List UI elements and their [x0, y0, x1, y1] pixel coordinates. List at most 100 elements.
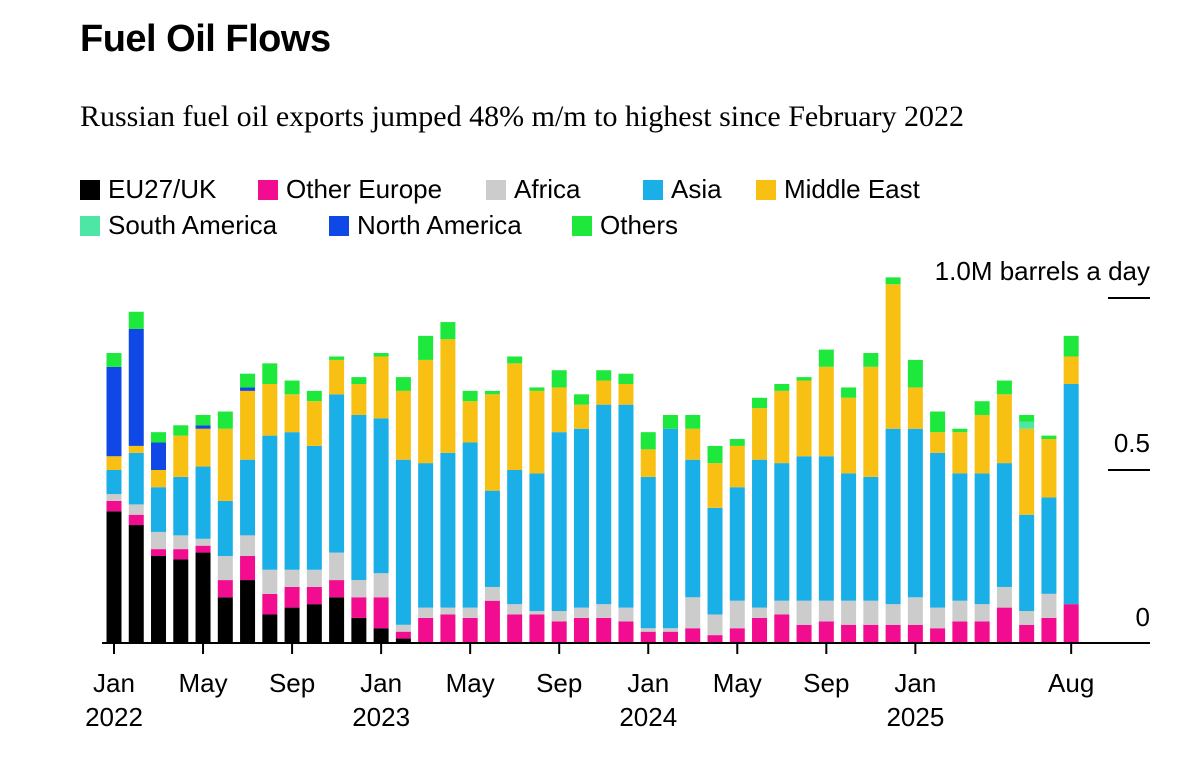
- bar-segment-africa: [373, 573, 389, 598]
- bar-segment-asia: [106, 470, 122, 495]
- bar-segment-middle-east: [596, 380, 612, 405]
- bar-segment-others: [573, 394, 589, 405]
- bar-segment-others: [596, 370, 612, 381]
- bar-segment-eu27-uk: [128, 525, 144, 642]
- bar-segment-middle-east: [373, 356, 389, 419]
- bar-segment-other-europe: [306, 586, 322, 605]
- bar-segment-other-europe: [729, 628, 745, 642]
- bars-group: [106, 277, 1079, 642]
- bar-segment-other-europe: [128, 514, 144, 526]
- bar-segment-middle-east: [284, 394, 300, 433]
- bar-segment-middle-east: [106, 456, 122, 470]
- legend-label: EU27/UK: [108, 174, 217, 204]
- bar-segment-other-europe: [351, 597, 367, 618]
- bar-segment-others: [262, 363, 278, 384]
- bar-segment-africa: [484, 586, 500, 601]
- x-axis: Jan 2022 May Sep Jan 2023 May Sep Jan 2024 May Sep J…: [85, 642, 1150, 732]
- legend-swatch: [572, 215, 592, 236]
- bar-segment-other-europe: [395, 631, 411, 639]
- legend-swatch: [80, 179, 100, 200]
- bar-segment-asia: [484, 490, 500, 587]
- bar-segment-asia: [240, 459, 256, 536]
- legend-item-eu27-uk: EU27/UK: [80, 174, 216, 205]
- bar-segment-other-europe: [507, 614, 523, 642]
- bar-segment-others: [996, 380, 1012, 395]
- legend-swatch: [329, 215, 349, 236]
- bar-segment-africa: [195, 538, 211, 546]
- bar-segment-others: [974, 401, 990, 415]
- bar-segment-middle-east: [151, 470, 167, 488]
- bar-segment-others: [195, 414, 211, 426]
- bar-segment-middle-east: [796, 380, 812, 457]
- bar-segment-others: [440, 322, 456, 340]
- legend-swatch: [258, 179, 278, 200]
- bar-segment-asia: [996, 463, 1012, 587]
- bar-segment-middle-east: [707, 463, 723, 508]
- x-tick-label: Jan: [627, 668, 669, 698]
- bar-segment-africa: [930, 607, 946, 629]
- bar-segment-asia: [529, 473, 545, 612]
- bar-segment-others: [863, 353, 879, 367]
- x-tick-label: Aug: [1048, 668, 1094, 698]
- bar-segment-others: [351, 377, 367, 384]
- bar-segment-middle-east: [418, 359, 434, 464]
- bar-segment-asia: [930, 452, 946, 608]
- bar-segment-eu27-uk: [106, 511, 122, 642]
- bar-segment-asia: [863, 476, 879, 601]
- bar-segment-others: [128, 311, 144, 329]
- bar-segment-asia: [707, 507, 723, 615]
- bar-segment-eu27-uk: [351, 617, 367, 642]
- bar-segment-others: [796, 377, 812, 381]
- bar-segment-asia: [752, 459, 768, 608]
- bar-segment-others: [484, 390, 500, 395]
- bar-segment-africa: [462, 607, 478, 618]
- x-tick-label: Sep: [269, 668, 315, 698]
- bar-segment-asia: [462, 442, 478, 608]
- bar-segment-asia: [507, 470, 523, 605]
- bar-segment-africa: [618, 607, 634, 622]
- bar-segment-middle-east: [841, 397, 857, 474]
- bar-segment-eu27-uk: [173, 559, 189, 642]
- x-tick-year-label: 2025: [886, 702, 944, 732]
- bar-segment-asia: [306, 445, 322, 570]
- x-tick-year-label: 2023: [352, 702, 410, 732]
- bar-segment-others: [217, 411, 233, 429]
- bar-segment-asia: [351, 414, 367, 581]
- bar-segment-africa: [418, 607, 434, 618]
- bar-segment-other-europe: [151, 549, 167, 556]
- bar-segment-other-europe: [774, 614, 790, 642]
- legend-label: South America: [108, 210, 278, 240]
- bar-segment-eu27-uk: [217, 597, 233, 642]
- bar-segment-middle-east: [195, 428, 211, 467]
- y-axis: 1.0M barrels a day 0.5 0: [935, 256, 1150, 632]
- bar-segment-africa: [284, 569, 300, 587]
- bar-segment-other-europe: [685, 628, 701, 642]
- y-tick-label: 0: [1136, 602, 1150, 632]
- bar-segment-other-europe: [1063, 604, 1079, 642]
- bar-segment-africa: [663, 628, 678, 632]
- bar-segment-middle-east: [507, 363, 523, 470]
- bar-segment-africa: [329, 552, 345, 581]
- bar-segment-others: [663, 414, 678, 429]
- bar-segment-other-europe: [596, 617, 612, 642]
- bar-segment-africa: [685, 597, 701, 629]
- bar-segment-africa: [173, 535, 189, 550]
- bar-segment-asia: [1019, 514, 1035, 612]
- bar-segment-other-europe: [907, 624, 923, 642]
- bar-segment-others: [930, 411, 946, 433]
- bar-segment-africa: [752, 607, 768, 618]
- bar-segment-other-europe: [551, 621, 567, 642]
- legend-label: Middle East: [784, 174, 920, 204]
- bar-segment-other-europe: [240, 556, 256, 581]
- bar-segment-other-europe: [796, 624, 812, 642]
- bar-segment-other-europe: [484, 600, 500, 642]
- bar-segment-asia: [440, 452, 456, 608]
- bar-segment-other-europe: [529, 614, 545, 642]
- bar-segment-other-europe: [930, 628, 946, 642]
- legend-item-others: Others: [572, 210, 678, 241]
- bar-segment-other-europe: [329, 580, 345, 598]
- bar-segment-africa: [774, 600, 790, 615]
- bar-segment-others: [529, 387, 545, 391]
- legend-label: Other Europe: [286, 174, 443, 204]
